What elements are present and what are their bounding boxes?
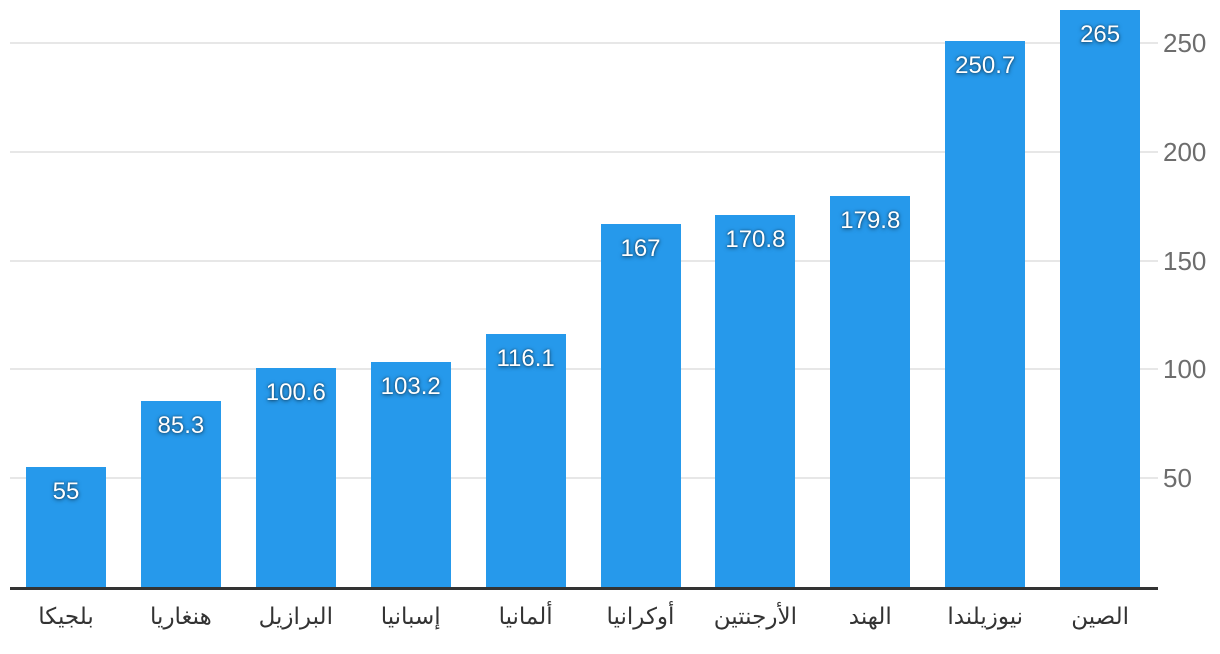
bar-9[interactable]: 265 <box>1060 10 1141 587</box>
gridline-250 <box>10 42 1158 44</box>
bar-value-label: 100.6 <box>265 379 326 407</box>
category-label-0: بلجيكا <box>38 604 94 630</box>
bar-value-label: 167 <box>620 234 661 262</box>
y-tick-label-50: 50 <box>1163 463 1192 494</box>
category-label-2: البرازيل <box>258 604 333 630</box>
bar-value-label: 116.1 <box>496 345 555 373</box>
bar-3[interactable]: 103.2 <box>370 362 451 587</box>
bar-value-label: 103.2 <box>380 373 441 401</box>
bar-value-label: 170.8 <box>725 226 786 254</box>
category-label-8: نيوزيلندا <box>947 604 1024 630</box>
bar-5[interactable]: 167 <box>600 223 681 587</box>
y-tick-label-200: 200 <box>1163 136 1207 167</box>
y-tick-label-250: 250 <box>1163 28 1207 58</box>
category-label-3: إسبانيا <box>380 604 441 630</box>
category-label-9: الصين <box>1071 604 1129 630</box>
bar-8[interactable]: 250.7 <box>945 41 1026 587</box>
category-label-6: الأرجنتين <box>713 604 797 630</box>
bar-value-label: 85.3 <box>157 412 205 440</box>
bar-1[interactable]: 85.3 <box>140 401 221 587</box>
y-tick-label-150: 150 <box>1163 245 1207 276</box>
bar-value-label: 265 <box>1080 21 1121 49</box>
category-label-1: هنغاريا <box>150 604 212 630</box>
bar-value-label: 179.8 <box>840 206 901 234</box>
x-axis-line <box>10 587 1158 590</box>
bar-6[interactable]: 170.8 <box>715 215 796 587</box>
bar-7[interactable]: 179.8 <box>830 195 911 587</box>
gridline-100 <box>10 368 1158 371</box>
bar-value-label: 250.7 <box>955 52 1016 80</box>
category-label-4: ألمانيا <box>498 604 553 630</box>
bar-value-label: 55 <box>52 478 80 506</box>
gridline-50 <box>10 477 1158 480</box>
category-label-7: الهند <box>848 604 892 630</box>
bar-4[interactable]: 116.1 <box>485 334 566 587</box>
gridline-150 <box>10 259 1158 262</box>
category-label-5: أوكرانيا <box>606 604 675 630</box>
bar-0[interactable]: 55 <box>26 467 106 587</box>
bar-2[interactable]: 100.6 <box>255 368 336 587</box>
gridline-200 <box>10 150 1158 153</box>
y-tick-label-100: 100 <box>1163 354 1207 385</box>
